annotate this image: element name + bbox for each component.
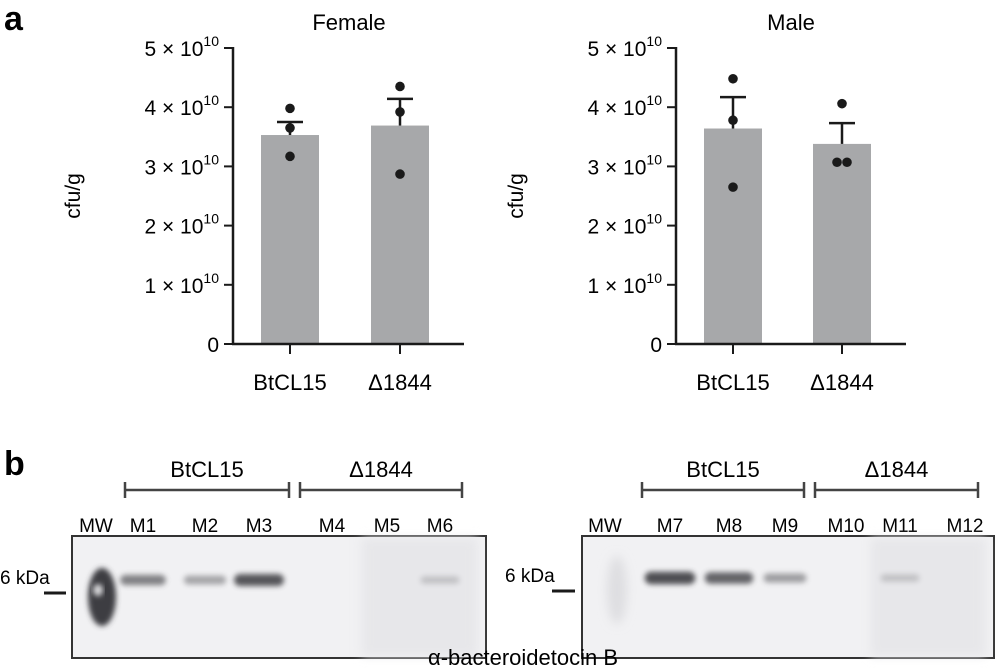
group-label: BtCL15 (686, 457, 759, 482)
band (704, 572, 754, 584)
bars (704, 128, 871, 344)
data-points (728, 73, 852, 192)
y-tick-label: 2 × 1010 (144, 211, 219, 239)
axes (674, 47, 906, 354)
y-axis-label: cfu/g (62, 173, 85, 219)
bar (813, 143, 871, 344)
y-tick-exponent: 10 (203, 211, 219, 227)
data-point (395, 107, 405, 117)
y-ticks: 0 1 × 1010 2 × 1010 3 × 1010 4 × 1010 5 × 101… (144, 33, 233, 357)
western-blot-2: BtCL15 Δ1844 MW M7 M8 M9 M10 M11 M12 6 kDa (505, 457, 995, 659)
y-tick-label: 3 × 1010 (144, 151, 219, 179)
data-point (842, 157, 852, 168)
y-tick-exponent: 10 (203, 92, 219, 108)
data-point (837, 98, 847, 109)
lane-label: M8 (716, 516, 742, 537)
panel-label-b: b (4, 445, 25, 483)
x-tick-label: BtCL15 (696, 370, 769, 395)
y-tick-label: 4 × 1010 (587, 92, 662, 120)
band (644, 571, 696, 585)
y-tick-exponent: 10 (646, 151, 662, 167)
y-axis-label: cfu/g (505, 173, 528, 219)
y-tick-label: 5 × 1010 (587, 33, 662, 61)
data-point (285, 123, 295, 133)
lane-label: M1 (130, 516, 156, 537)
band (880, 574, 920, 582)
y-tick-label: 1 × 1010 (144, 270, 219, 298)
lane-label-mw: MW (79, 516, 113, 537)
lane-label: M6 (427, 516, 453, 537)
data-point (728, 115, 738, 126)
lane-label: M2 (192, 516, 218, 537)
data-points (285, 81, 405, 179)
data-point (395, 81, 405, 92)
lane-label: M9 (772, 516, 798, 537)
y-tick-label: 0 (650, 334, 662, 357)
bar (261, 135, 319, 344)
x-tick-label: Δ1844 (810, 370, 874, 395)
bars (261, 125, 429, 344)
bar (371, 125, 429, 344)
group-label: Δ1844 (349, 457, 413, 482)
group-label: Δ1844 (865, 457, 929, 482)
data-point (832, 157, 842, 168)
membrane-shading (870, 538, 986, 656)
x-tick-label: Δ1844 (368, 370, 432, 395)
data-point (728, 182, 738, 192)
blot-caption: α-bacteroidetocin B (428, 645, 618, 670)
panel-label-a: a (4, 0, 24, 38)
band (234, 573, 284, 587)
y-tick-exponent: 10 (646, 33, 662, 49)
y-tick-label: 2 × 1010 (587, 211, 662, 239)
y-tick-exponent: 10 (203, 151, 219, 167)
lane-label: M11 (882, 516, 918, 537)
y-tick-exponent: 10 (646, 211, 662, 227)
data-point (395, 169, 405, 179)
y-ticks: 0 1 × 1010 2 × 1010 3 × 1010 4 × 1010 5 × 101… (587, 33, 676, 357)
lane-label-mw: MW (588, 516, 622, 537)
size-marker-label: 6 kDa (505, 566, 555, 587)
data-point (728, 73, 738, 84)
lane-label: M10 (828, 516, 865, 537)
lane-label: M7 (657, 516, 683, 537)
group-label: BtCL15 (170, 457, 243, 482)
band (120, 574, 166, 586)
data-point (285, 103, 295, 114)
y-tick-exponent: 10 (646, 270, 662, 286)
chart-title: Female (312, 10, 385, 35)
y-tick-label: 5 × 1010 (144, 33, 219, 61)
y-tick-label: 4 × 1010 (144, 92, 219, 120)
chart-female: Female cfu/g 0 1 × 1010 2 × 1010 3 × 1010 4 … (62, 10, 464, 395)
lane-label: M5 (374, 516, 400, 537)
western-blot-1: BtCL15 Δ1844 MW M1 M2 M3 M4 M5 M6 6 kDa (0, 457, 487, 659)
x-tick-labels: BtCL15 Δ1844 (253, 370, 432, 395)
axes (231, 47, 464, 354)
data-point (285, 151, 295, 162)
x-tick-labels: BtCL15 Δ1844 (696, 370, 874, 395)
lane-label: M3 (246, 516, 272, 537)
lane-label: M12 (947, 516, 984, 537)
bar (704, 128, 762, 344)
marker-highlight (93, 584, 103, 596)
lane-label: M4 (319, 516, 346, 537)
membrane-shading (361, 538, 478, 656)
y-tick-label: 3 × 1010 (587, 151, 662, 179)
y-tick-exponent: 10 (203, 33, 219, 49)
x-tick-label: BtCL15 (253, 370, 326, 395)
y-tick-exponent: 10 (203, 270, 219, 286)
y-tick-label: 0 (207, 334, 219, 357)
y-tick-exponent: 10 (646, 92, 662, 108)
band (183, 575, 227, 585)
band (763, 573, 807, 583)
chart-male: Male cfu/g 0 1 × 1010 2 × 1010 3 × 1010 4 × … (505, 10, 906, 395)
chart-title: Male (767, 10, 815, 35)
marker-smear (607, 556, 627, 624)
y-tick-label: 1 × 1010 (587, 270, 662, 298)
marker-blob (88, 568, 116, 626)
size-marker-label: 6 kDa (0, 568, 50, 589)
band (420, 576, 460, 584)
